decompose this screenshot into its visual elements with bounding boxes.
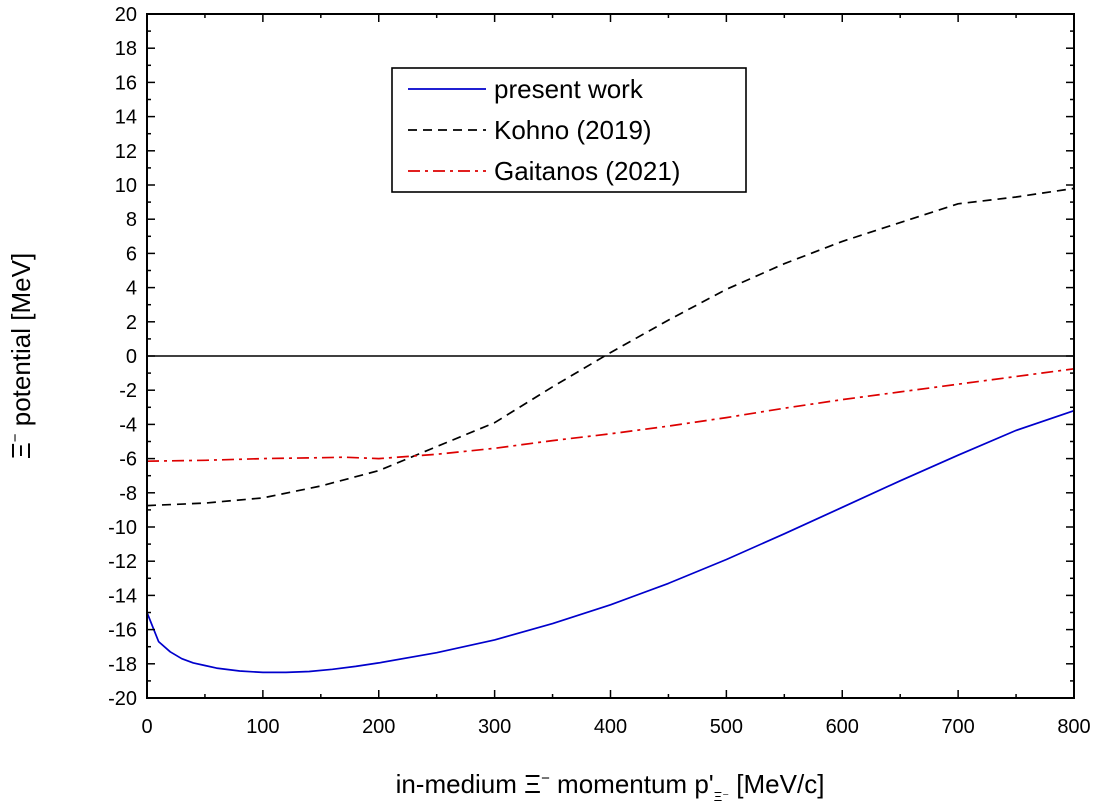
- x-tick-label: 100: [246, 716, 279, 738]
- y-tick-label: -2: [119, 380, 137, 402]
- x-tick-label: 0: [141, 716, 152, 738]
- legend-label-1: Kohno (2019): [494, 115, 652, 145]
- y-tick-label: -14: [108, 585, 137, 607]
- y-tick-label: 6: [126, 243, 137, 265]
- legend: present work Kohno (2019) Gaitanos (2021): [391, 67, 747, 193]
- y-axis-title: Ξ− potential [MeV]: [6, 253, 36, 459]
- y-tick-label: 16: [115, 72, 137, 94]
- y-tick-label: 14: [115, 107, 137, 129]
- y-tick-label: -20: [108, 688, 137, 710]
- y-tick-label: 0: [126, 346, 137, 368]
- y-tick-label: 4: [126, 278, 137, 300]
- x-tick-label: 600: [826, 716, 859, 738]
- y-tick-label: -8: [119, 483, 137, 505]
- y-tick-label: 2: [126, 312, 137, 334]
- y-tick-label: -18: [108, 654, 137, 676]
- y-tick-label: 18: [115, 38, 137, 60]
- x-tick-label: 700: [941, 716, 974, 738]
- x-tick-label: 800: [1057, 716, 1090, 738]
- x-tick-label: 300: [478, 716, 511, 738]
- y-tick-label: -12: [108, 551, 137, 573]
- y-tick-label: 10: [115, 175, 137, 197]
- plot-area: [146, 187, 1075, 674]
- x-tick-label: 400: [594, 716, 627, 738]
- x-axis-title: in-medium Ξ− momentum p'Ξ⁻ [MeV/c]: [396, 769, 825, 804]
- y-tick-label: 8: [126, 209, 137, 231]
- x-tick-label: 500: [710, 716, 743, 738]
- series-line-2: [146, 367, 1075, 463]
- series-line-1: [146, 187, 1075, 507]
- x-tick-label: 200: [362, 716, 395, 738]
- legend-label-2: Gaitanos (2021): [494, 156, 680, 186]
- axes: 0 100 200 300 400 500 600 700 800-20-18-16-14-12…: [108, 4, 1091, 738]
- y-tick-label: -4: [119, 414, 137, 436]
- y-tick-label: 12: [115, 141, 137, 163]
- y-tick-label: 20: [115, 4, 137, 26]
- legend-label-0: present work: [494, 74, 644, 104]
- y-tick-label: -6: [119, 449, 137, 471]
- y-tick-label: -10: [108, 517, 137, 539]
- series-line-0: [146, 409, 1075, 674]
- y-tick-label: -16: [108, 620, 137, 642]
